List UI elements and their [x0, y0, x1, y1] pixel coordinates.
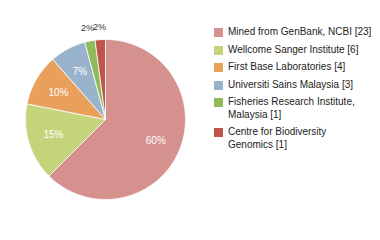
- html-text:Centre for Biodiversity Genomi: Centre for Biodiversity Genomics [1]: [228, 126, 327, 150]
- html-text:Mined from GenBank, NCBI [23]: Mined from GenBank, NCBI [23]: [228, 26, 372, 37]
- html-text:First Base Laboratories [4]: First Base Laboratories [4]: [228, 61, 346, 72]
- html-text:Wellcome Sanger Institute [6]: Wellcome Sanger Institute [6]: [228, 43, 359, 55]
- html-text:Universiti Sains Malaysia [3]: Universiti Sains Malaysia [3]: [228, 78, 353, 90]
- svg-text:2%: 2%: [93, 22, 106, 32]
- svg-text:15%: 15%: [43, 129, 63, 140]
- svg-text:2%: 2%: [80, 23, 94, 34]
- svg-text:60%: 60%: [146, 135, 166, 146]
- html-text:Fisheries Research Institute,: Fisheries Research Institute, Malaysia […: [228, 96, 355, 120]
- svg-text:10%: 10%: [48, 87, 68, 98]
- svg-text:7%: 7%: [73, 66, 88, 77]
